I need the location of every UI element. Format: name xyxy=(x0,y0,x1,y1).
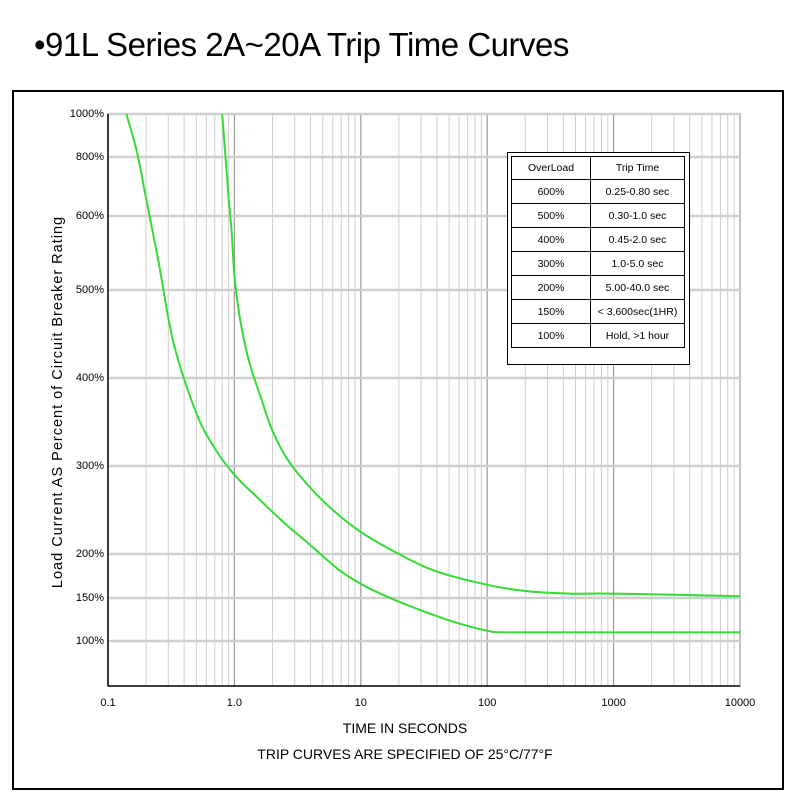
table-cell-trip-time: 0.45-2.0 sec xyxy=(590,227,685,252)
table-header-overload: OverLoad xyxy=(511,156,591,180)
chart-frame xyxy=(12,90,784,790)
x-tick-label: 1000 xyxy=(601,697,626,709)
table-cell-trip-time: < 3,600sec(1HR) xyxy=(590,299,685,324)
max-trip-curve xyxy=(221,113,741,598)
table-cell-trip-time: 0.30-1.0 sec xyxy=(590,203,685,228)
page-title: •91L Series 2A~20A Trip Time Curves xyxy=(34,26,569,63)
table-row: 200% 5.00-40.0 sec xyxy=(511,275,685,300)
table-cell-overload: 300% xyxy=(511,251,591,276)
table-cell-trip-time: 5.00-40.0 sec xyxy=(590,275,685,300)
table-row: 400% 0.45-2.0 sec xyxy=(511,227,685,252)
table-cell-overload: 600% xyxy=(511,179,591,204)
x-tick-label: 1.0 xyxy=(226,697,243,709)
y-tick-label: 400% xyxy=(75,372,104,384)
y-tick-label: 300% xyxy=(75,460,104,472)
series-group xyxy=(125,113,741,634)
x-tick-label: 10 xyxy=(354,697,367,709)
table-row: 100% Hold, >1 hour xyxy=(511,323,685,348)
trip-time-table: OverLoad Trip Time 600% 0.25-0.80 sec 500… xyxy=(511,156,685,348)
y-tick-label: 100% xyxy=(75,635,104,647)
x-tick-label: 10000 xyxy=(724,697,756,709)
y-tick-label: 1000% xyxy=(69,108,104,120)
table-header-trip-time: Trip Time xyxy=(590,156,685,180)
table-cell-trip-time: 1.0-5.0 sec xyxy=(590,251,685,276)
table-row: 150% < 3,600sec(1HR) xyxy=(511,299,685,324)
y-tick-label: 600% xyxy=(75,210,104,222)
table-cell-overload: 150% xyxy=(511,299,591,324)
table-header-row: OverLoad Trip Time xyxy=(511,156,685,180)
table-cell-overload: 500% xyxy=(511,203,591,228)
table-row: 500% 0.30-1.0 sec xyxy=(511,203,685,228)
x-axis-label: TIME IN SECONDS xyxy=(342,720,468,736)
y-tick-label: 200% xyxy=(75,548,104,560)
y-tick-label: 800% xyxy=(75,151,104,163)
table-row: 300% 1.0-5.0 sec xyxy=(511,251,685,276)
table-cell-overload: 100% xyxy=(511,323,591,348)
table-cell-overload: 400% xyxy=(511,227,591,252)
y-axis-label: Load Current AS Percent of Circuit Break… xyxy=(50,215,66,589)
table-cell-trip-time: Hold, >1 hour xyxy=(590,323,685,348)
x-tick-label: 100 xyxy=(478,697,497,709)
x-tick-label: 0.1 xyxy=(100,697,116,709)
table-cell-overload: 200% xyxy=(511,275,591,300)
min-trip-curve xyxy=(125,113,740,634)
x-axis-note: TRIP CURVES ARE SPECIFIED OF 25°C/77°F xyxy=(257,746,553,762)
y-tick-label: 500% xyxy=(75,284,104,296)
y-tick-label: 150% xyxy=(75,592,104,604)
table-cell-trip-time: 0.25-0.80 sec xyxy=(590,179,685,204)
table-row: 600% 0.25-0.80 sec xyxy=(511,179,685,204)
